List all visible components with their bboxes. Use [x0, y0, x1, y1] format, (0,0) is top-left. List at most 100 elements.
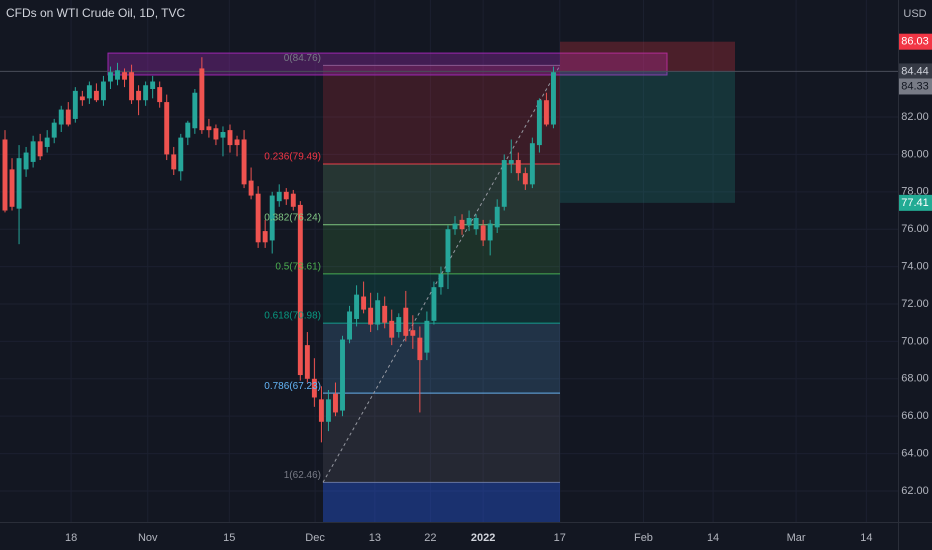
- candle-body: [424, 320, 430, 353]
- drawings: [0, 41, 898, 522]
- candle-body: [333, 393, 338, 413]
- price-label: 84.44: [901, 65, 929, 77]
- candle-body: [445, 229, 451, 273]
- fib-label: 0.5(73.61): [275, 262, 321, 273]
- candle-body: [522, 173, 528, 185]
- candle-body: [473, 217, 479, 230]
- candle-body: [283, 191, 289, 200]
- candle-body: [37, 141, 43, 157]
- candle-body: [213, 128, 219, 140]
- fib-trend-line: [322, 65, 561, 483]
- candle-body: [262, 231, 268, 243]
- candle-body: [529, 143, 535, 185]
- highlight-zone: [107, 52, 668, 76]
- y-tick-label: 82.00: [901, 111, 929, 123]
- y-tick-label: 76.00: [901, 223, 929, 235]
- y-tick-label: 78.00: [901, 186, 929, 198]
- candle-body: [157, 87, 163, 103]
- candle-body: [108, 72, 113, 82]
- candle-body: [290, 193, 296, 207]
- chart-title: CFDs on WTI Crude Oil, 1D, TVC: [6, 6, 185, 20]
- x-tick-label: 17: [554, 532, 566, 544]
- x-tick-label: 18: [65, 532, 77, 544]
- x-tick-label: 13: [369, 532, 381, 544]
- price-label-bg: [899, 33, 932, 50]
- x-tick-label: Mar: [787, 532, 806, 544]
- candle-body: [143, 85, 149, 101]
- y-tick-label: 70.00: [901, 335, 929, 347]
- candles: [2, 57, 556, 443]
- fib-label: 0.786(67.23): [264, 381, 321, 392]
- candle-body: [178, 137, 184, 172]
- candle-body: [171, 154, 177, 170]
- candle-body: [248, 180, 254, 196]
- candle-body: [234, 139, 240, 146]
- fib-label: 0(84.76): [284, 53, 321, 64]
- price-label-bg: [899, 194, 932, 211]
- candle-body: [361, 296, 367, 310]
- price-label: 86.03: [901, 36, 929, 48]
- y-tick-label: 62.00: [901, 485, 929, 497]
- grid: [0, 0, 898, 522]
- y-tick-label: 80.00: [901, 148, 929, 160]
- candle-body: [550, 72, 556, 125]
- candle-body: [417, 337, 423, 361]
- price-label-bg: [899, 78, 932, 95]
- y-tick-label: 64.00: [901, 447, 929, 459]
- candle-body: [375, 300, 381, 325]
- candle-body: [501, 160, 507, 207]
- candle-body: [65, 109, 71, 125]
- price-label: 77.41: [901, 197, 929, 209]
- x-tick-label: Nov: [138, 532, 158, 544]
- fib-band: [323, 224, 560, 274]
- candle-body: [122, 72, 127, 80]
- y-tick-label: 74.00: [901, 261, 929, 273]
- candle-body: [389, 320, 395, 338]
- candle-body: [255, 193, 261, 243]
- y-tick-label: 68.00: [901, 373, 929, 385]
- y-tick-label: 72.00: [901, 298, 929, 310]
- candle-body: [536, 100, 542, 146]
- candle-body: [79, 96, 85, 101]
- candle-body: [164, 102, 170, 155]
- candle-body: [16, 158, 22, 209]
- price-label-bg: [899, 63, 932, 80]
- candle-body: [241, 139, 247, 185]
- candle-body: [487, 223, 493, 241]
- candle-body: [382, 305, 388, 323]
- candle-body: [438, 274, 444, 288]
- candle-body: [44, 137, 50, 147]
- candle-body: [129, 72, 135, 101]
- candle-body: [72, 90, 78, 119]
- candle-body: [508, 160, 514, 164]
- candle-body: [340, 339, 345, 411]
- candle-body: [403, 307, 409, 336]
- candle-body: [543, 100, 549, 125]
- candle-body: [480, 225, 486, 241]
- currency-label: USD: [903, 8, 926, 20]
- candle-body: [452, 223, 458, 230]
- labels: 62.00 64.00 66.00 68.00 70.00 72.00 74.00 76.00…: [65, 33, 932, 544]
- price-label: 84.33: [901, 80, 929, 92]
- candle-body: [276, 191, 282, 202]
- y-tick-label: 66.00: [901, 410, 929, 422]
- candle-body: [100, 81, 106, 101]
- candle-body: [2, 139, 8, 211]
- x-tick-label: 22: [424, 532, 436, 544]
- candle-body: [311, 378, 317, 398]
- candle-body: [347, 311, 352, 340]
- candle-body: [199, 68, 205, 131]
- candle-body: [185, 122, 191, 138]
- candle-body: [466, 217, 472, 226]
- x-tick-label: 15: [223, 532, 235, 544]
- fib-label: 0.618(70.98): [264, 311, 321, 322]
- fib-band: [323, 163, 560, 225]
- candle-body: [318, 399, 324, 422]
- fib-band-below: [323, 482, 560, 522]
- x-tick-label: Feb: [634, 532, 653, 544]
- candle-body: [304, 345, 310, 379]
- x-tick-label: 14: [707, 532, 719, 544]
- candle-body: [354, 294, 360, 319]
- candle-body: [86, 85, 92, 99]
